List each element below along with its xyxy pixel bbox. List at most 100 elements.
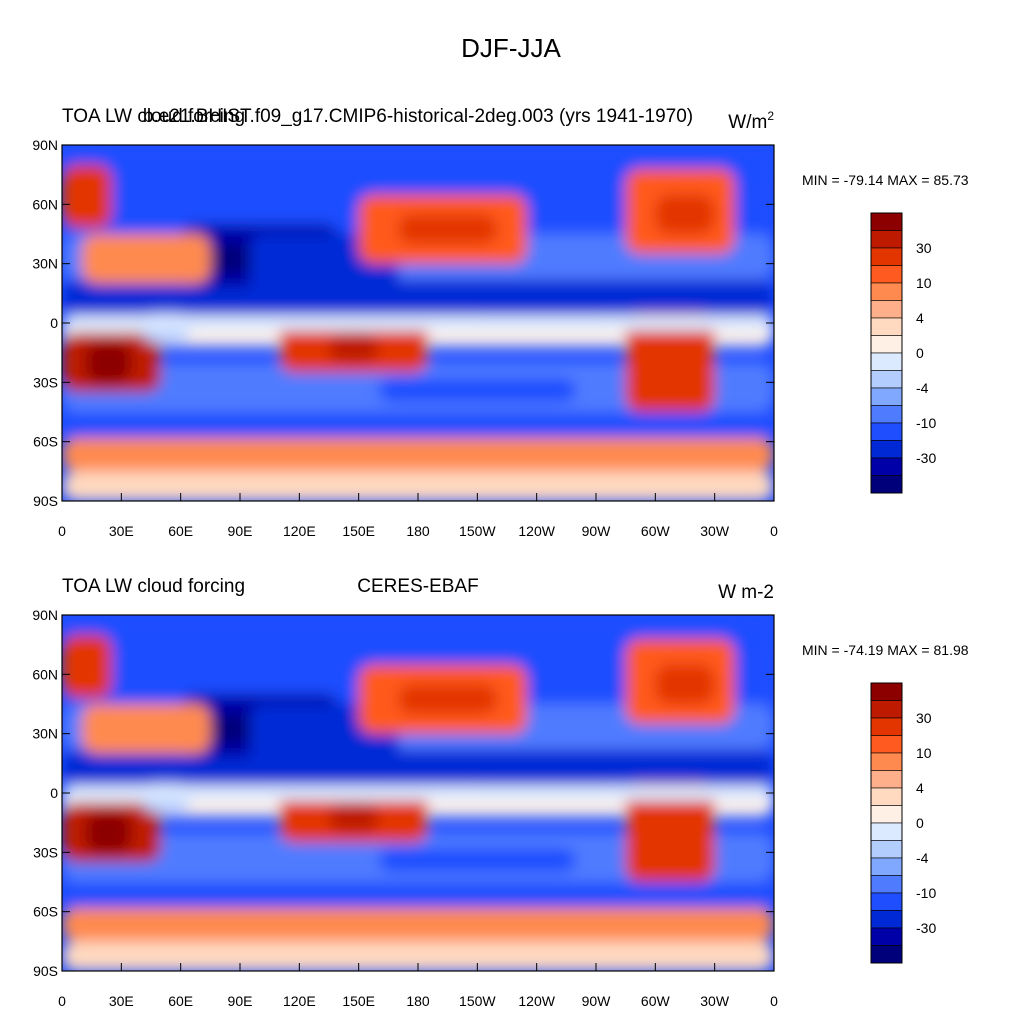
field-patch <box>62 164 112 229</box>
colorbar-label: -4 <box>916 850 929 866</box>
field-patch <box>625 313 715 412</box>
colorbar-box <box>870 247 903 266</box>
x-tick-label: 180 <box>406 523 430 539</box>
x-tick-label: 90W <box>582 993 612 1009</box>
colorbar-box <box>870 300 903 319</box>
field-patch <box>329 332 379 363</box>
colorbar-box <box>870 352 903 371</box>
x-tick-label: 90W <box>582 523 612 539</box>
colorbar-box <box>870 700 903 719</box>
colorbar-label: 0 <box>916 815 924 831</box>
x-tick-label: 120E <box>283 993 316 1009</box>
colorbar-box <box>870 805 903 824</box>
field-patch <box>398 684 498 714</box>
colorbar-box <box>870 770 903 789</box>
x-tick-label: 120W <box>518 523 555 539</box>
colorbar-box <box>870 265 903 284</box>
field-patch <box>62 279 774 316</box>
x-tick-label: 150E <box>342 523 375 539</box>
colorbar-frame <box>870 682 903 964</box>
x-tick-label: 120E <box>283 523 316 539</box>
contour-field <box>62 615 774 971</box>
colorbar-box <box>870 317 903 336</box>
y-tick-label: 0 <box>50 785 58 801</box>
colorbar-label: 0 <box>916 345 924 361</box>
colorbar-box <box>870 682 903 701</box>
colorbar-label: 4 <box>916 310 924 326</box>
colorbar-label: 4 <box>916 780 924 796</box>
colorbar-box <box>870 370 903 389</box>
figure-title: DJF-JJA <box>461 33 561 63</box>
colorbar-box <box>870 335 903 354</box>
y-tick-label: 30S <box>33 374 58 390</box>
colorbar-box <box>870 735 903 754</box>
colorbar-box <box>870 927 903 946</box>
contour-field <box>62 145 774 501</box>
field-patch <box>378 378 577 403</box>
field-patch <box>62 907 774 942</box>
field-patch <box>85 812 132 853</box>
x-tick-label: 0 <box>770 993 778 1009</box>
x-tick-label: 30E <box>109 993 134 1009</box>
y-tick-label: 30N <box>32 726 58 742</box>
x-tick-label: 150W <box>459 523 496 539</box>
field-patch <box>81 234 211 284</box>
y-tick-label: 90N <box>32 607 58 623</box>
colorbar-box <box>870 945 903 964</box>
y-tick-label: 30N <box>32 256 58 272</box>
y-tick-label: 60N <box>32 666 58 682</box>
colorbar-box <box>870 422 903 441</box>
field-patch <box>81 704 211 754</box>
x-tick-label: 30W <box>700 523 730 539</box>
colorbar-label: -4 <box>916 380 929 396</box>
colorbar-box <box>870 857 903 876</box>
colorbar-label: 30 <box>916 710 932 726</box>
panel-title-center: CERES-EBAF <box>357 576 478 597</box>
panel-title-left: TOA LW cloud forcing <box>62 106 245 127</box>
y-tick-label: 60N <box>32 196 58 212</box>
x-tick-label: 180 <box>406 993 430 1009</box>
x-tick-label: 0 <box>58 993 66 1009</box>
x-tick-label: 60W <box>641 993 671 1009</box>
field-patch <box>378 848 577 873</box>
field-patch <box>62 315 774 331</box>
x-tick-label: 150E <box>342 993 375 1009</box>
y-tick-label: 90S <box>33 963 58 979</box>
x-tick-label: 60W <box>641 523 671 539</box>
colorbar-label: -30 <box>916 920 936 936</box>
colorbar-box <box>870 840 903 859</box>
x-tick-label: 150W <box>459 993 496 1009</box>
y-tick-label: 30S <box>33 844 58 860</box>
field-patch <box>655 194 715 234</box>
x-tick-label: 30E <box>109 523 134 539</box>
field-patch <box>62 634 112 699</box>
field-patch <box>329 802 379 833</box>
x-tick-label: 90E <box>228 523 253 539</box>
colorbar: 30 10 4 0 -4 -10 -30 <box>870 682 936 964</box>
x-tick-label: 120W <box>518 993 555 1009</box>
x-tick-label: 0 <box>770 523 778 539</box>
field-patch <box>62 437 774 472</box>
field-patch <box>398 214 498 244</box>
panel-title-left: TOA LW cloud forcing <box>62 576 245 597</box>
colorbar-label: -10 <box>916 415 936 431</box>
colorbar-box <box>870 787 903 806</box>
y-tick-label: 60S <box>33 434 58 450</box>
y-tick-label: 90S <box>33 493 58 509</box>
field-patch <box>62 785 774 801</box>
colorbar-box <box>870 212 903 231</box>
panel-units: W/m2 <box>728 109 774 133</box>
colorbar-box <box>870 230 903 249</box>
panel-units: W m-2 <box>718 582 774 603</box>
x-tick-label: 0 <box>58 523 66 539</box>
colorbar-box <box>870 822 903 841</box>
colorbar-label: 10 <box>916 275 932 291</box>
field-patch <box>62 615 774 665</box>
y-tick-label: 60S <box>33 904 58 920</box>
panel-title-center: b.e21.BHIST.f09_g17.CMIP6-historical-2de… <box>143 106 693 127</box>
x-tick-label: 90E <box>228 993 253 1009</box>
min-max-label: MIN = -79.14 MAX = 85.73 <box>802 172 969 188</box>
field-patch <box>62 412 774 438</box>
x-tick-label: 30W <box>700 993 730 1009</box>
